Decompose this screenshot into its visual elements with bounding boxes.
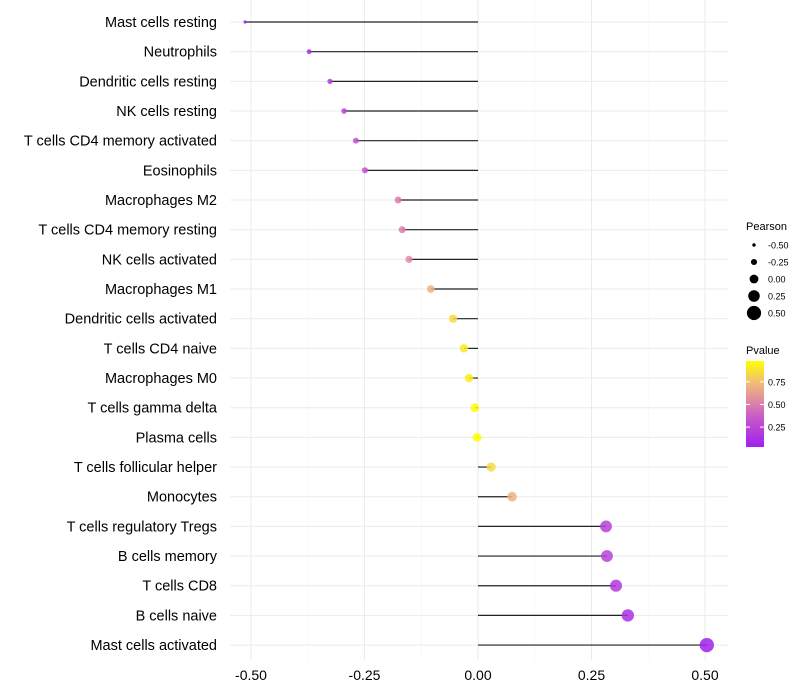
lollipop-point — [600, 520, 612, 533]
y-tick-label: T cells CD4 memory activated — [24, 134, 217, 150]
y-tick-label: B cells memory — [118, 549, 218, 565]
legend-colorbar — [746, 361, 764, 447]
x-tick-label: 0.50 — [691, 667, 718, 683]
lollipop-point — [361, 167, 369, 174]
y-tick-label: Macrophages M1 — [105, 282, 217, 298]
legend-size-title: Pearson — [746, 221, 787, 233]
lollipop-point — [470, 403, 480, 413]
legend-size-label: 0.25 — [768, 292, 786, 302]
legend-size-label: -0.50 — [768, 241, 789, 251]
lollipop-point — [426, 285, 435, 293]
y-tick-label: T cells CD8 — [142, 579, 217, 595]
y-tick-label: NK cells resting — [116, 104, 217, 120]
legend-size-key — [748, 290, 760, 302]
x-tick-label: 0.00 — [464, 667, 491, 683]
y-tick-label: B cells naive — [136, 608, 217, 624]
lollipop-point — [243, 20, 247, 24]
lollipop-point — [507, 491, 517, 502]
legend-color-label: 0.50 — [768, 400, 786, 410]
y-tick-label: T cells CD4 naive — [104, 341, 217, 357]
y-tick-label: T cells CD4 memory resting — [38, 223, 217, 239]
legend-size-key — [750, 258, 758, 266]
y-tick-label: Eosinophils — [143, 163, 217, 179]
lollipop-point — [327, 78, 333, 84]
lollipop-point — [448, 314, 458, 323]
x-tick-label: -0.50 — [235, 667, 267, 683]
legend-size-label: 0.00 — [768, 275, 786, 285]
lollipop-point — [398, 226, 406, 234]
y-tick-label: Plasma cells — [136, 430, 217, 446]
legend-color-label: 0.25 — [768, 423, 786, 433]
lollipop-point — [609, 579, 623, 592]
y-tick-label: NK cells activated — [102, 252, 217, 268]
x-tick-label: 0.25 — [578, 667, 605, 683]
y-tick-label: Monocytes — [147, 490, 217, 506]
y-tick-label: T cells follicular helper — [74, 460, 217, 476]
legend-size-label: 0.50 — [768, 309, 786, 319]
lollipop-point — [394, 196, 402, 204]
y-tick-label: Macrophages M0 — [105, 371, 217, 387]
legend-size-key — [746, 305, 762, 321]
legend-size-key — [749, 274, 759, 284]
y-tick-label: Dendritic cells resting — [79, 74, 217, 90]
lollipop-point — [306, 49, 312, 55]
lollipop-point — [341, 108, 347, 114]
lollipop-point — [472, 432, 482, 442]
legend-size-label: -0.25 — [768, 258, 789, 268]
lollipop-point — [464, 373, 474, 383]
x-tick-label: -0.25 — [349, 667, 381, 683]
lollipop-point — [459, 344, 469, 353]
legend-size-key — [752, 243, 756, 247]
lollipop-point — [621, 609, 635, 622]
lollipop-point — [405, 255, 413, 263]
y-tick-label: T cells gamma delta — [88, 401, 218, 417]
y-tick-label: Mast cells resting — [105, 15, 217, 31]
lollipop-point — [699, 637, 714, 653]
y-tick-label: Dendritic cells activated — [65, 312, 217, 328]
y-tick-label: Neutrophils — [144, 45, 217, 61]
legend-color-title: Pvalue — [746, 345, 780, 357]
lollipop-point — [600, 550, 613, 563]
lollipop-point — [486, 462, 496, 472]
y-tick-label: Mast cells activated — [90, 638, 217, 654]
y-tick-label: Macrophages M2 — [105, 193, 217, 209]
legend-color-label: 0.75 — [768, 377, 786, 387]
y-tick-label: T cells regulatory Tregs — [67, 519, 217, 535]
lollipop-point — [352, 137, 359, 144]
